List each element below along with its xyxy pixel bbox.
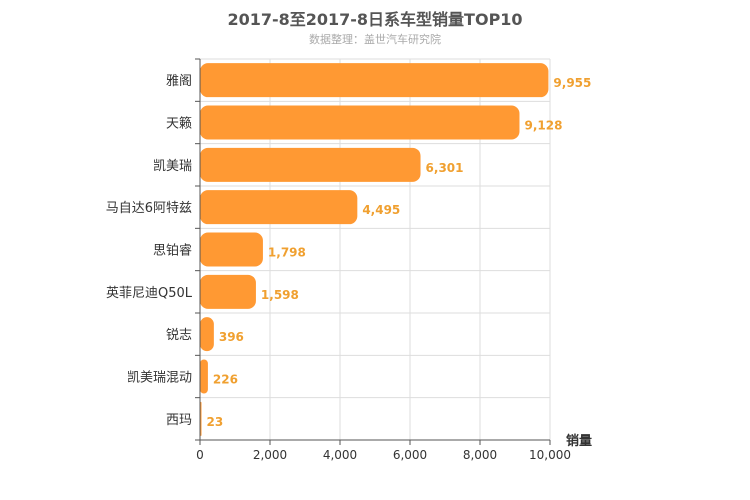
data-label: 226 — [213, 373, 238, 387]
bar — [200, 147, 421, 182]
data-label: 9,128 — [524, 119, 562, 133]
bar — [200, 359, 208, 394]
category-label: 雅阁 — [166, 74, 192, 89]
category-label: 思铂睿 — [153, 243, 192, 259]
bar — [200, 317, 214, 352]
x-tick-label: 0 — [196, 448, 204, 462]
category-label: 凯美瑞混动 — [127, 371, 192, 386]
bar — [200, 190, 358, 225]
data-label: 9,955 — [553, 76, 591, 90]
bar — [200, 105, 520, 140]
bar — [200, 63, 549, 98]
x-tick-label: 6,000 — [393, 448, 427, 462]
x-tick-label: 8,000 — [463, 448, 497, 462]
x-axis-title: 销量 — [566, 433, 592, 449]
x-tick-label: 4,000 — [323, 448, 357, 462]
category-label: 英菲尼迪Q50L — [106, 286, 193, 301]
data-label: 4,495 — [362, 203, 400, 217]
bar — [200, 274, 256, 309]
data-label: 396 — [219, 330, 244, 344]
x-tick-label: 2,000 — [253, 448, 287, 462]
x-tick-label: 10,000 — [529, 448, 571, 462]
chart-title: 2017-8至2017-8日系车型销量TOP10 — [227, 10, 523, 29]
category-label: 西玛 — [166, 413, 192, 428]
category-label: 马自达6阿特兹 — [106, 201, 192, 216]
category-label: 天籁 — [166, 117, 192, 132]
category-label: 锐志 — [166, 328, 192, 343]
data-label: 1,598 — [261, 288, 299, 302]
data-label: 23 — [207, 415, 224, 429]
bar — [200, 232, 263, 267]
data-label: 6,301 — [426, 161, 464, 175]
chart-subtitle: 数据整理：盖世汽车研究院 — [309, 33, 441, 46]
bars: 9,955 9,128 6,301 4,495 1,798 1,598 396 226 23 — [200, 63, 591, 436]
category-label: 凯美瑞 — [153, 159, 192, 174]
data-label: 1,798 — [268, 246, 306, 260]
